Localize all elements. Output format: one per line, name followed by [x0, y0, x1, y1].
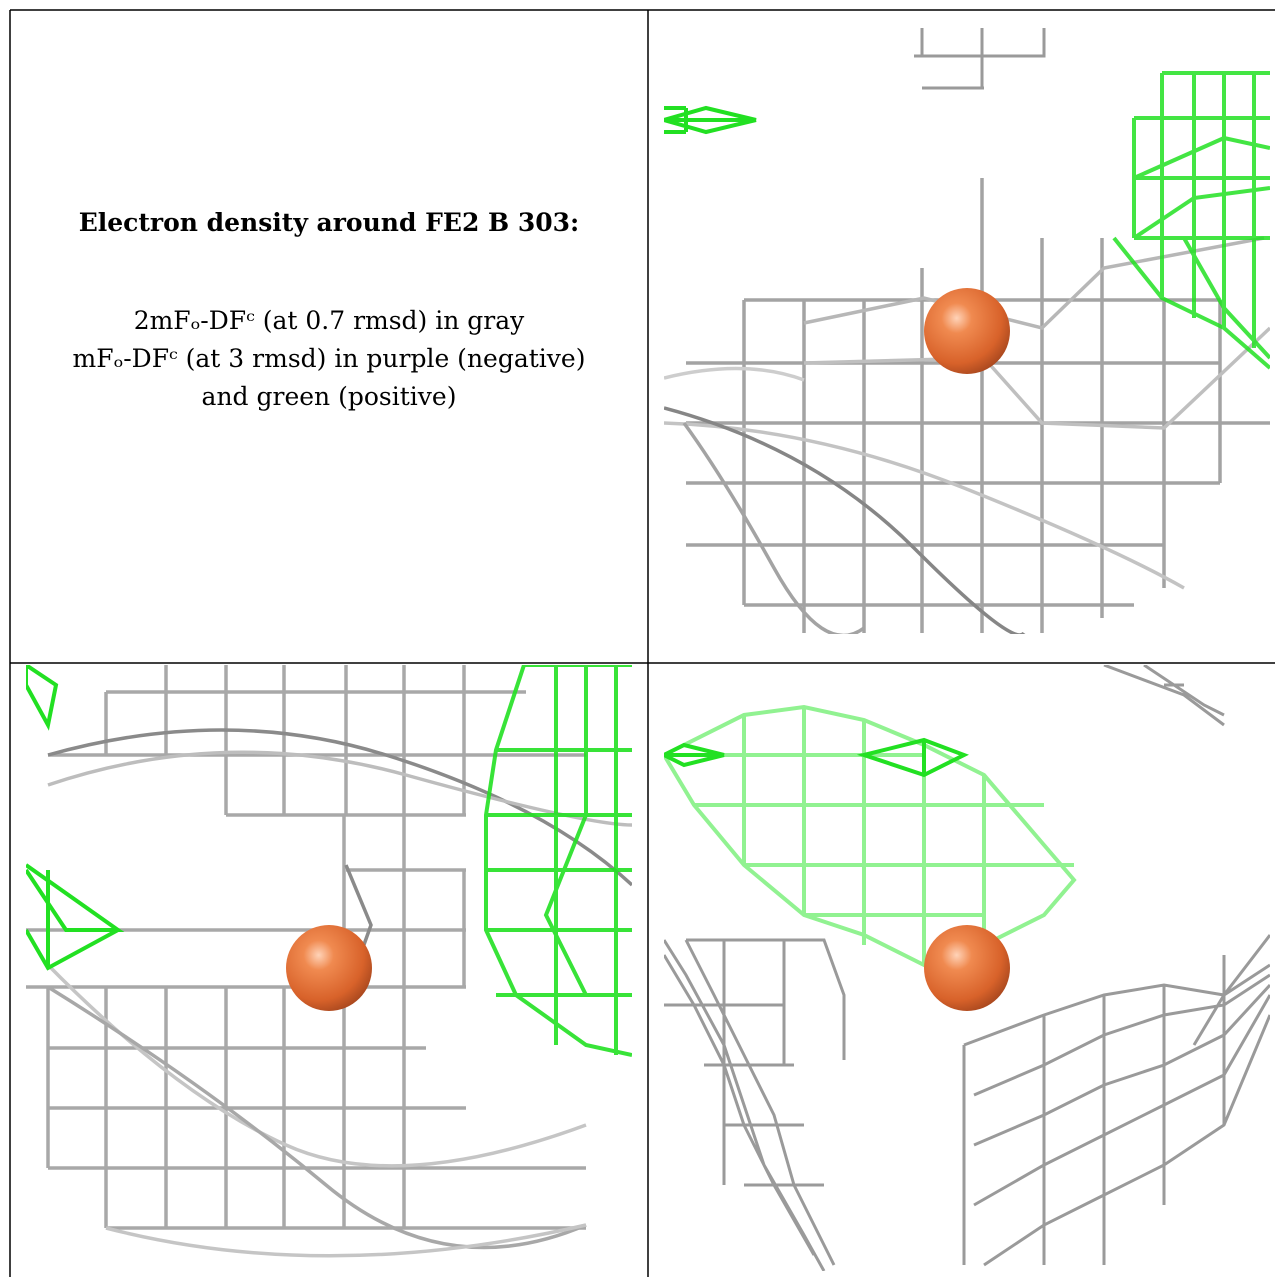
mesh-positive-bright [664, 737, 969, 778]
caption-cell: Electron density around FE2 B 303: 2mFₒ-… [10, 10, 648, 662]
mesh-2fofc-left [664, 938, 846, 1271]
caption-line-2fofc: 2mFₒ-DFᶜ (at 0.7 rmsd) in gray [133, 306, 525, 335]
mesh-2fofc [26, 665, 632, 1258]
fe-atom-sphere [924, 925, 1010, 1011]
mesh-positive [26, 665, 632, 1057]
fe-atom-sphere [924, 288, 1010, 374]
fe-atom-sphere [286, 925, 372, 1011]
caption-line-positive: and green (positive) [201, 382, 457, 411]
view-bottom-right [664, 665, 1270, 1271]
mesh-positive [664, 71, 1270, 370]
mesh-positive [664, 704, 1077, 968]
caption-line-fofc: mFₒ-DFᶜ (at 3 rmsd) in purple (negative) [72, 344, 586, 373]
caption-title: Electron density around FE2 B 303: [78, 208, 580, 237]
view-top-right [664, 28, 1270, 634]
view-bottom-left [26, 665, 632, 1258]
mesh-2fofc-top [914, 28, 1046, 90]
mesh-2fofc-right [962, 934, 1270, 1267]
mesh-2fofc-top [1103, 665, 1225, 727]
mesh-2fofc [664, 178, 1270, 634]
